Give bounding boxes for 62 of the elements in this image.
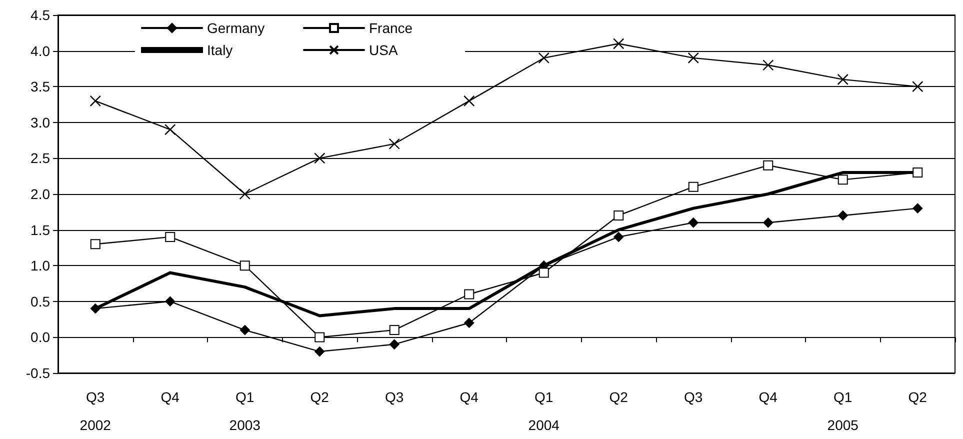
y-tick-label: 0.0 — [30, 329, 50, 346]
x-tick-label: Q4 — [160, 389, 180, 405]
point — [912, 168, 923, 178]
x-tick-label: Q3 2002 — [80, 389, 112, 433]
x-tick-label: Q2 — [908, 389, 928, 405]
point — [164, 124, 176, 136]
point — [314, 346, 325, 357]
point — [838, 210, 848, 220]
point — [614, 232, 624, 242]
point — [165, 232, 176, 242]
legend-label: Germany — [207, 20, 265, 36]
point — [762, 60, 774, 71]
x-tick-label: Q4 — [758, 389, 778, 405]
point — [688, 182, 698, 192]
point — [763, 218, 774, 228]
x-tick-label: Q1 2003 — [229, 389, 261, 433]
y-tick-label: -0.5 — [26, 365, 50, 381]
x-tick-label: Q2 — [310, 389, 330, 405]
point — [538, 52, 550, 64]
x-tick-label: Q3 — [684, 389, 703, 405]
y-tick-label: 4.0 — [30, 42, 50, 59]
y-tick-label: 4.5 — [30, 7, 50, 23]
point — [314, 332, 325, 342]
point — [314, 152, 326, 164]
point — [240, 325, 250, 336]
point — [912, 203, 923, 214]
x-tick-label: Q4 — [460, 389, 479, 405]
y-tick-label: 2.0 — [30, 186, 50, 202]
y-tick-label: 1.5 — [30, 222, 50, 238]
point — [240, 260, 250, 271]
point — [688, 52, 699, 64]
point — [688, 218, 698, 228]
x-tick-label: Q3 — [385, 389, 404, 405]
point — [763, 160, 774, 170]
legend-label: France — [369, 20, 413, 36]
point — [838, 174, 848, 185]
point — [165, 296, 176, 306]
y-tick-label: 0.5 — [30, 293, 50, 310]
point — [538, 268, 549, 278]
point — [90, 95, 101, 107]
legend-label: Italy — [207, 42, 233, 58]
point — [613, 38, 624, 50]
point — [239, 188, 250, 200]
y-tick-label: 2.5 — [30, 150, 50, 166]
point — [614, 210, 624, 220]
x-tick-label: Q1 2004 — [528, 389, 560, 433]
point — [389, 325, 400, 336]
point — [388, 138, 400, 150]
point — [464, 318, 474, 328]
y-tick-label: 3.0 — [30, 114, 50, 130]
point — [912, 81, 924, 92]
point — [90, 304, 100, 314]
point — [389, 339, 400, 350]
x-tick-label: Q1 2005 — [827, 389, 859, 433]
y-tick-label: 1.0 — [30, 258, 50, 274]
x-tick-label: Q2 — [609, 389, 628, 405]
point — [464, 95, 475, 107]
y-tick-label: 3.5 — [30, 78, 50, 95]
point — [90, 239, 100, 250]
legend-label: USA — [369, 42, 398, 58]
point — [464, 289, 474, 300]
point — [837, 74, 848, 86]
